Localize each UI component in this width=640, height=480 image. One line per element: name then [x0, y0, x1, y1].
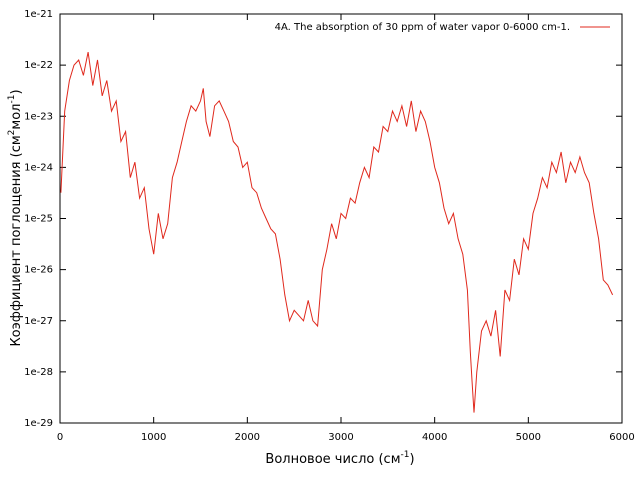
legend-label: 4A. The absorption of 30 ppm of water va…	[275, 22, 570, 33]
y-tick-label: 1e-29	[24, 418, 53, 429]
y-tick-label: 1e-21	[24, 9, 53, 20]
y-tick-label: 1e-25	[24, 214, 53, 225]
y-label-part: )	[9, 89, 24, 94]
y-label-sup: -1	[7, 95, 17, 104]
data-line	[60, 52, 614, 413]
x-label-part: Волновое число (см	[265, 452, 400, 467]
x-axis-label: Волновое число (см-1)	[265, 450, 414, 467]
x-tick-label: 0	[57, 432, 63, 443]
y-axis-label: Коэффициент поглощения (см2мол-1)	[7, 89, 24, 346]
y-tick-label: 1e-24	[24, 162, 53, 173]
plot-frame	[59, 13, 623, 424]
y-label-part: мол	[9, 104, 24, 130]
x-tick-label: 6000	[609, 432, 634, 443]
x-tick-label: 3000	[328, 432, 353, 443]
y-tick-label: 1e-26	[24, 265, 53, 276]
x-label-part: )	[409, 452, 414, 467]
y-tick-label: 1e-23	[24, 111, 53, 122]
y-tick-label: 1e-28	[24, 367, 53, 378]
x-tick-label: 4000	[422, 432, 447, 443]
x-tick-label: 1000	[141, 432, 166, 443]
x-tick-label: 2000	[235, 432, 260, 443]
y-tick-label: 1e-22	[24, 60, 53, 71]
y-tick-label: 1e-27	[24, 316, 53, 327]
x-label-sup: -1	[401, 450, 410, 460]
x-tick-label: 5000	[516, 432, 541, 443]
y-label-sup: 2	[7, 130, 17, 136]
y-label-part: Коэффициент поглощения (см	[9, 135, 24, 346]
